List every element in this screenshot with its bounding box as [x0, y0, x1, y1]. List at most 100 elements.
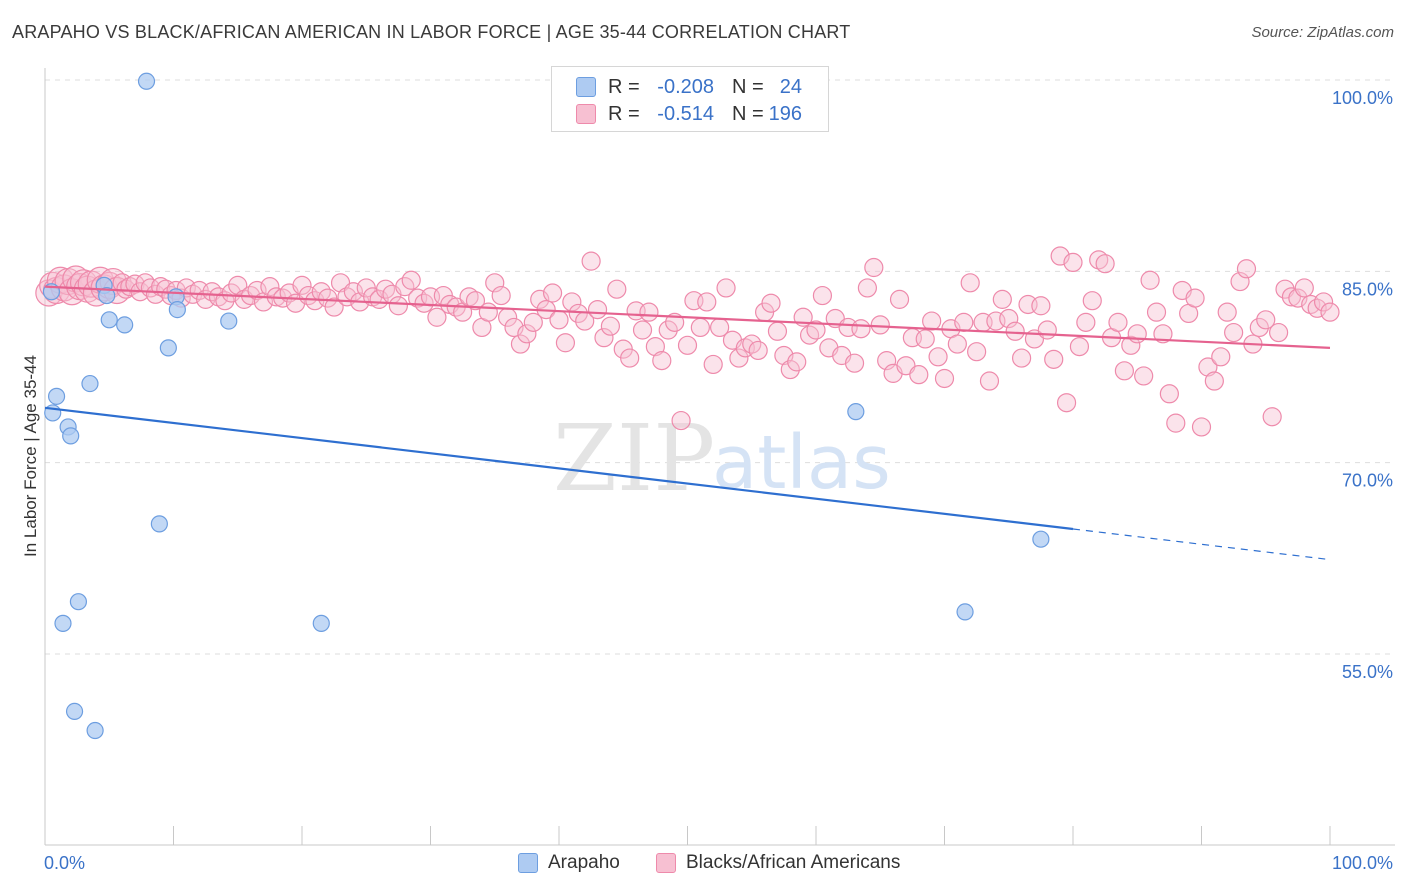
blue-trend-line [44, 406, 1074, 531]
pink-point [549, 310, 569, 330]
pink-point [1063, 252, 1083, 273]
pink-point [1044, 349, 1064, 369]
pink-point [1082, 291, 1102, 311]
legend-n-value: 24 [779, 75, 802, 98]
x-tick-label: 100.0% [1332, 853, 1393, 873]
axes [44, 68, 1395, 846]
pink-point [607, 279, 627, 299]
legend-r-value: -0.208 [657, 75, 714, 98]
blue-point [98, 286, 116, 305]
bottom-legend-label: Blacks/African Americans [686, 852, 901, 873]
pink-point [1146, 302, 1167, 322]
blue-point [137, 72, 156, 90]
pink-point [324, 297, 344, 317]
blue-point [116, 316, 134, 334]
pink-point [542, 283, 563, 303]
pink-point [1108, 312, 1128, 332]
pink-point [465, 291, 486, 311]
tick-labels: 55.0% 70.0% 85.0% 100.0% 0.0% 100.0% [44, 88, 1393, 873]
pink-point [671, 410, 691, 431]
pink-point [915, 329, 935, 349]
pink-point [767, 321, 788, 341]
blue-point [54, 614, 72, 632]
pink-point [228, 275, 248, 295]
pink-point [581, 251, 601, 271]
pink-point [1076, 312, 1096, 332]
pink-point [491, 285, 511, 306]
legend-r-label: R = [608, 102, 640, 125]
pink-point [594, 328, 614, 348]
pink-point [1211, 347, 1231, 367]
pink-point [1185, 288, 1205, 308]
pink-point [1153, 324, 1173, 344]
blue-point [1032, 530, 1050, 548]
pink-point [1005, 321, 1025, 341]
legend-swatch-pink [576, 104, 596, 124]
blue-point [956, 603, 974, 621]
legend-swatch-blue [576, 77, 596, 97]
blue-point [62, 427, 80, 445]
bottom-legend-label: Arapaho [548, 852, 620, 873]
blue-point [69, 593, 88, 611]
legend-r-label: R = [608, 75, 640, 98]
pink-point [523, 312, 543, 332]
legend-n-value: 196 [768, 102, 802, 125]
source-label: Source: ZipAtlas.com [1251, 24, 1394, 41]
y-tick-label: 85.0% [1342, 279, 1393, 299]
pink-point [1069, 336, 1090, 357]
pink-point [703, 354, 723, 375]
blue-point [312, 614, 330, 632]
pink-point [375, 279, 396, 299]
pink-trend-line [44, 285, 1331, 349]
pink-point [1320, 302, 1340, 322]
pink-point [787, 352, 807, 372]
pink-point [1011, 348, 1032, 368]
pink-point [934, 368, 955, 389]
pink-point [555, 333, 576, 353]
pink-point [697, 292, 717, 312]
pink-point [979, 371, 1000, 391]
pink-point [247, 280, 267, 301]
pink-point [870, 315, 890, 335]
pink-point [1159, 384, 1179, 404]
pink-point [427, 307, 447, 327]
pink-point [909, 365, 929, 385]
blue-trend-extension [1072, 528, 1331, 561]
chart-title: ARAPAHO VS BLACK/AFRICAN AMERICAN IN LAB… [12, 22, 851, 42]
trend-lines [44, 285, 1331, 561]
watermark: ZIP atlas [553, 405, 891, 512]
x-tick-label: 0.0% [44, 853, 85, 873]
y-tick-label: 55.0% [1342, 662, 1393, 682]
blue-series-points [42, 72, 1050, 740]
pink-point [799, 325, 820, 345]
bottom-legend-black: Blacks/African Americans [656, 852, 900, 874]
watermark-zip: ZIP [553, 405, 715, 512]
pink-point [1095, 254, 1115, 274]
pink-point [947, 334, 967, 354]
pink-point [812, 285, 833, 306]
pink-point [748, 340, 768, 361]
pink-point [1262, 407, 1282, 427]
watermark-atlas: atlas [712, 420, 891, 506]
pink-point [639, 302, 659, 322]
blue-point [159, 339, 177, 357]
correlation-legend: R = -0.208 N = 24 R = -0.514 N = 196 [551, 66, 829, 132]
blue-point [100, 311, 118, 329]
pink-point [922, 311, 942, 331]
pink-point [1121, 335, 1141, 355]
pink-point [1256, 310, 1276, 330]
legend-row-arapaho: R = -0.208 N = 24 [576, 75, 802, 99]
pink-point [652, 351, 672, 371]
pink-point [954, 312, 974, 332]
pink-series-points [35, 246, 1340, 437]
pink-point [1313, 292, 1334, 312]
pink-point [1166, 413, 1186, 433]
pink-point [517, 324, 537, 344]
pink-point [260, 277, 280, 297]
blue-point [150, 515, 168, 533]
blue-point [86, 721, 104, 740]
pink-point [510, 334, 531, 354]
pink-point [1236, 259, 1257, 279]
pink-point [1134, 366, 1154, 386]
pink-point [1114, 361, 1135, 381]
